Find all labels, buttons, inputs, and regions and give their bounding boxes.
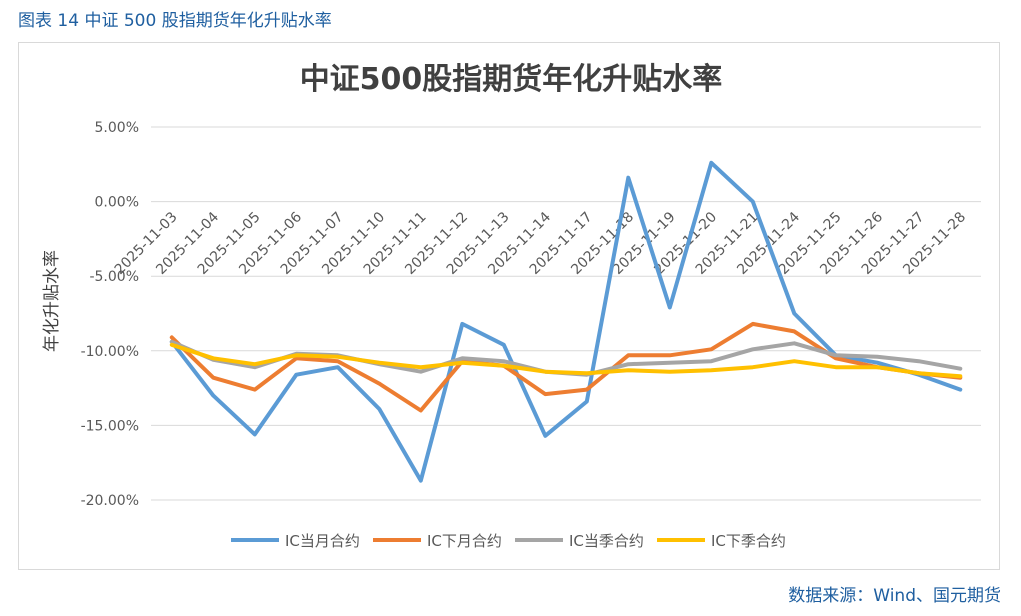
- series-line-1: [169, 160, 963, 483]
- figure-caption: 图表 14 中证 500 股指期货年化升贴水率: [18, 11, 332, 31]
- y-axis-label: 年化升贴水率: [42, 250, 62, 352]
- legend-label: IC当季合约: [569, 532, 644, 550]
- y-tick-label: 5.00%: [95, 120, 139, 136]
- legend-label: IC当月合约: [285, 532, 360, 550]
- y-tick-label: -20.00%: [81, 493, 139, 509]
- source-note: 数据来源：Wind、国元期货: [788, 586, 1001, 606]
- legend-label: IC下季合约: [711, 532, 786, 550]
- series-line-4: [169, 342, 963, 379]
- gridlines: [151, 126, 981, 501]
- y-tick-label: -5.00%: [89, 269, 139, 285]
- series-lines: [169, 160, 963, 483]
- line-chart: 中证500股指期货年化升贴水率 年化升贴水率 5.00% 0.00% -5.00% -…: [42, 62, 981, 550]
- y-tick-label: -10.00%: [81, 344, 139, 360]
- legend: IC当月合约 IC下月合约 IC当季合约 IC下季合约: [231, 532, 786, 550]
- y-tick-labels: 5.00% 0.00% -5.00% -10.00% -15.00% -20.00%: [81, 120, 139, 509]
- y-tick-label: 0.00%: [95, 195, 139, 211]
- chart-frame: 中证500股指期货年化升贴水率 年化升贴水率 5.00% 0.00% -5.00% -…: [18, 42, 1000, 570]
- y-tick-label: -15.00%: [81, 418, 139, 434]
- x-tick-labels: 2025-11-032025-11-042025-11-052025-11-06…: [112, 209, 969, 278]
- chart-title: 中证500股指期货年化升贴水率: [300, 62, 723, 97]
- legend-label: IC下月合约: [427, 532, 502, 550]
